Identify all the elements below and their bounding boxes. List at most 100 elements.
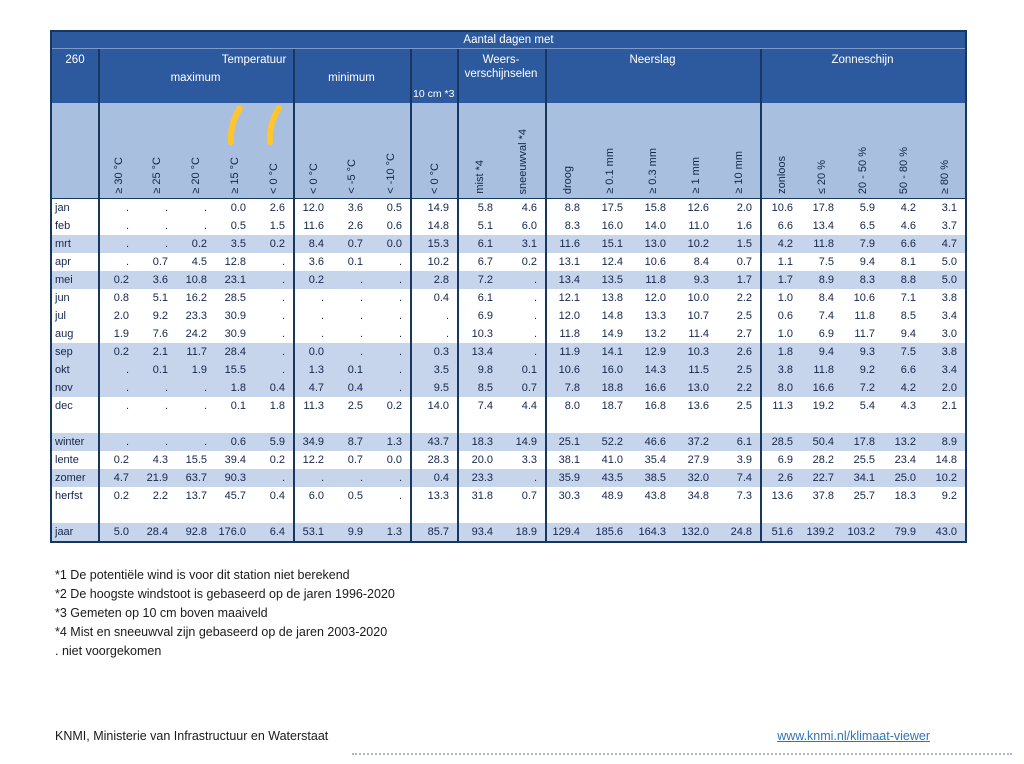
table-cell: 2.2 bbox=[717, 379, 760, 397]
table-cell: 10.8 bbox=[176, 271, 215, 289]
table-cell: 11.3 bbox=[293, 397, 332, 415]
table-cell bbox=[717, 415, 760, 433]
table-cell: 16.6 bbox=[801, 379, 842, 397]
table-cell: 11.7 bbox=[842, 325, 883, 343]
table-cell: . bbox=[98, 235, 137, 253]
table-cell: 11.5 bbox=[674, 361, 717, 379]
table-cell: 7.3 bbox=[717, 487, 760, 505]
table-cell: 3.4 bbox=[924, 307, 965, 325]
table-cell: 11.4 bbox=[674, 325, 717, 343]
table-cell: 0.5 bbox=[215, 217, 254, 235]
table-cell: 1.8 bbox=[760, 343, 801, 361]
table-cell: 129.4 bbox=[545, 523, 588, 541]
table-cell: . bbox=[371, 343, 410, 361]
table-cell: 16.8 bbox=[631, 397, 674, 415]
table-cell: 45.7 bbox=[215, 487, 254, 505]
table-grid: ≥ 30 °C ≥ 25 °C ≥ 20 °C ≥ 15 °C < 0 °C < 0 °C… bbox=[52, 103, 965, 541]
table-cell: 30.9 bbox=[215, 325, 254, 343]
table-cell: 9.4 bbox=[842, 253, 883, 271]
table-cell: 14.9 bbox=[588, 325, 631, 343]
table-cell: 0.4 bbox=[410, 469, 457, 487]
table-cell: 8.7 bbox=[332, 433, 371, 451]
table-cell: 43.0 bbox=[924, 523, 965, 541]
table-cell: . bbox=[254, 289, 293, 307]
table-cell: . bbox=[293, 289, 332, 307]
table-cell: 9.5 bbox=[410, 379, 457, 397]
table-cell: 6.9 bbox=[457, 307, 501, 325]
table-cell: 13.0 bbox=[674, 379, 717, 397]
table-cell: 9.2 bbox=[842, 361, 883, 379]
table-cell: . bbox=[332, 271, 371, 289]
group-label-weersverschijnselen: Weers- verschijnselen bbox=[457, 53, 545, 81]
table-cell: 20.0 bbox=[457, 451, 501, 469]
table-cell: 11.6 bbox=[545, 235, 588, 253]
table-cell: 18.3 bbox=[457, 433, 501, 451]
row-label: herfst bbox=[52, 487, 98, 505]
table-cell: 25.0 bbox=[883, 469, 924, 487]
table-cell: 0.1 bbox=[332, 253, 371, 271]
table-cell: 12.0 bbox=[545, 307, 588, 325]
table-cell: . bbox=[98, 361, 137, 379]
table-cell: 10.6 bbox=[545, 361, 588, 379]
table-cell bbox=[801, 505, 842, 523]
table-cell: 8.8 bbox=[545, 199, 588, 217]
column-header: ≥ 1 mm bbox=[674, 103, 717, 199]
table-cell: 23.1 bbox=[215, 271, 254, 289]
table-cell: 12.4 bbox=[588, 253, 631, 271]
table-cell: 7.8 bbox=[545, 379, 588, 397]
table-cell: 2.6 bbox=[332, 217, 371, 235]
table-cell: 1.7 bbox=[717, 271, 760, 289]
table-cell: 13.4 bbox=[457, 343, 501, 361]
table-cell: 15.5 bbox=[176, 451, 215, 469]
table-cell: 28.5 bbox=[215, 289, 254, 307]
column-header: 20 - 50 % bbox=[842, 103, 883, 199]
table-cell: 14.1 bbox=[588, 343, 631, 361]
klimaat-viewer-link[interactable]: www.knmi.nl/klimaat-viewer bbox=[777, 729, 930, 743]
table-cell: 38.1 bbox=[545, 451, 588, 469]
table-cell: 10.6 bbox=[760, 199, 801, 217]
table-cell: 90.3 bbox=[215, 469, 254, 487]
table-cell: 6.1 bbox=[457, 235, 501, 253]
table-cell: 0.4 bbox=[254, 487, 293, 505]
table-cell: 2.5 bbox=[717, 307, 760, 325]
page-footer: KNMI, Ministerie van Infrastructuur en W… bbox=[0, 729, 1024, 743]
column-header-label: droog bbox=[561, 165, 574, 194]
table-cell: 34.8 bbox=[674, 487, 717, 505]
table-cell: 13.5 bbox=[588, 271, 631, 289]
table-cell bbox=[501, 415, 545, 433]
table-cell: 18.9 bbox=[501, 523, 545, 541]
table-cell: . bbox=[98, 433, 137, 451]
table-cell: . bbox=[332, 469, 371, 487]
table-cell: 1.5 bbox=[717, 235, 760, 253]
table-cell: 10.2 bbox=[410, 253, 457, 271]
table-cell: 132.0 bbox=[674, 523, 717, 541]
table-cell: 4.2 bbox=[883, 379, 924, 397]
table-cell: 3.3 bbox=[501, 451, 545, 469]
table-cell: 8.0 bbox=[760, 379, 801, 397]
table-cell: 5.1 bbox=[457, 217, 501, 235]
table-cell: 51.6 bbox=[760, 523, 801, 541]
table-cell: 92.8 bbox=[176, 523, 215, 541]
table-cell: 38.5 bbox=[631, 469, 674, 487]
table-cell: 0.4 bbox=[410, 289, 457, 307]
header-group-divider bbox=[760, 49, 762, 103]
table-cell: . bbox=[501, 271, 545, 289]
table-cell bbox=[883, 415, 924, 433]
table-cell: 13.2 bbox=[883, 433, 924, 451]
table-cell: 53.1 bbox=[293, 523, 332, 541]
table-cell: 103.2 bbox=[842, 523, 883, 541]
table-cell: 6.0 bbox=[293, 487, 332, 505]
table-cell: 2.6 bbox=[760, 469, 801, 487]
table-cell: 17.8 bbox=[842, 433, 883, 451]
table-cell: 12.0 bbox=[631, 289, 674, 307]
table-cell: 7.4 bbox=[717, 469, 760, 487]
table-cell: 5.4 bbox=[842, 397, 883, 415]
table-cell: 13.0 bbox=[631, 235, 674, 253]
table-cell: 3.6 bbox=[137, 271, 176, 289]
table-cell: . bbox=[371, 379, 410, 397]
table-cell: 3.8 bbox=[760, 361, 801, 379]
row-label: sep bbox=[52, 343, 98, 361]
column-header: ≥ 20 °C bbox=[176, 103, 215, 199]
table-cell: 8.4 bbox=[801, 289, 842, 307]
